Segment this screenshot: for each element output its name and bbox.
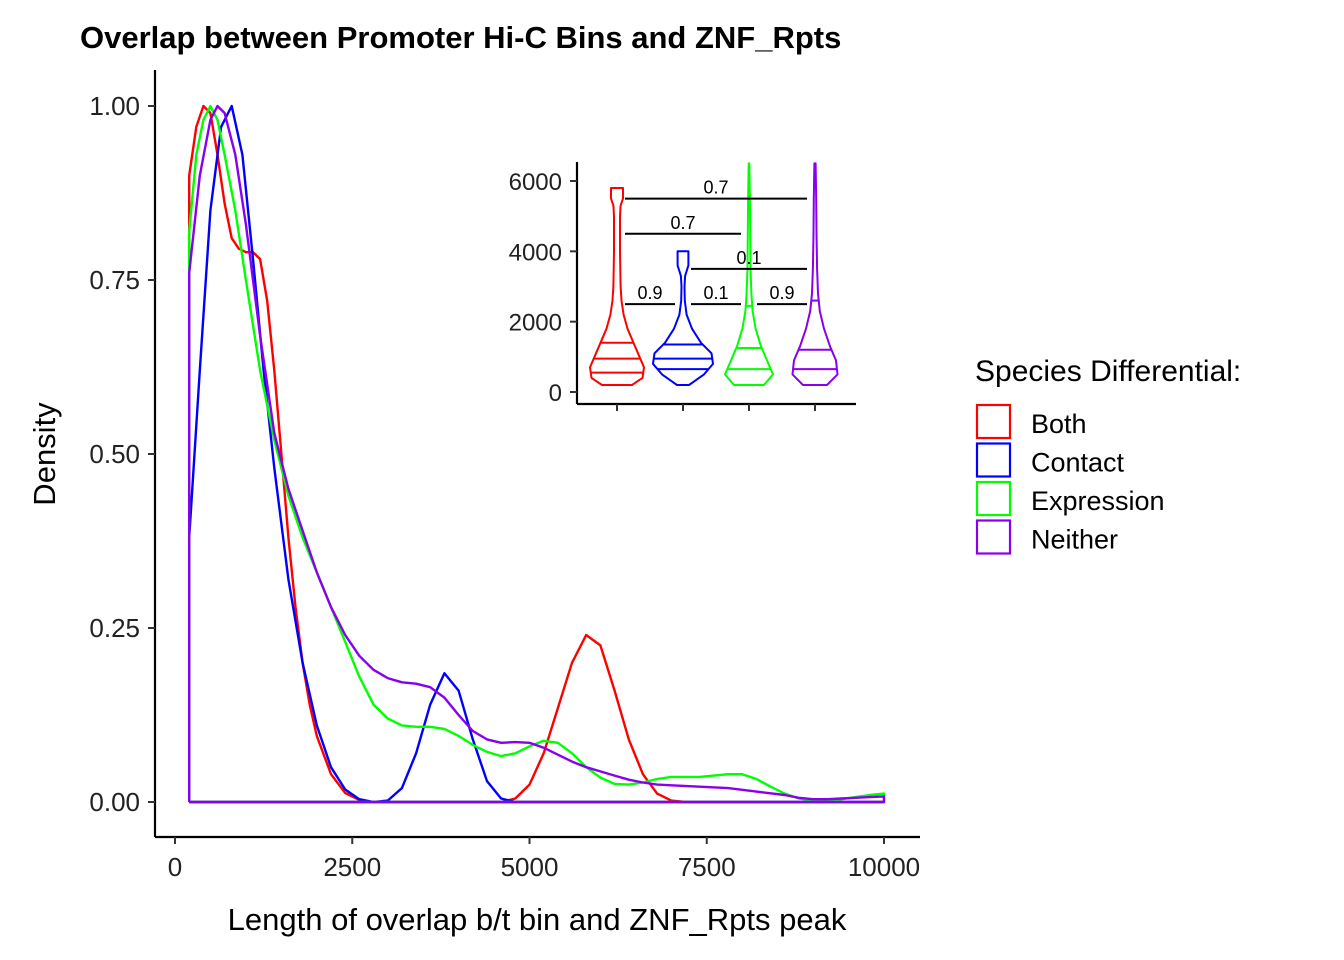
legend-title: Species Differential: (975, 355, 1241, 388)
chart-title: Overlap between Promoter Hi-C Bins and Z… (80, 20, 841, 55)
y-tick-label: 0.50 (89, 439, 140, 469)
x-tick-label: 7500 (678, 852, 736, 882)
density-line-both (188, 104, 886, 804)
inset-y-tick-label: 0 (549, 380, 562, 407)
y-axis-ticks: 0.00 0.25 0.50 0.75 1.00 (89, 91, 155, 817)
density-line-neither (188, 104, 886, 804)
comparison-p-value: 0.7 (703, 178, 728, 198)
legend-key-both (975, 403, 1012, 440)
legend-label-contact: Contact (1031, 448, 1125, 478)
comparison-p-value: 0.9 (769, 283, 794, 303)
y-tick-label: 0.00 (89, 787, 140, 817)
x-tick-label: 5000 (501, 852, 559, 882)
main-plot-area: 0.00 0.25 0.50 0.75 1.00 0 2500 5000 7500 10000 (89, 70, 920, 882)
x-tick-label: 0 (168, 852, 182, 882)
legend-key-contact (975, 442, 1012, 478)
x-axis-ticks: 0 2500 5000 7500 10000 (168, 837, 920, 882)
y-tick-label: 0.25 (89, 613, 140, 643)
inset-y-axis-ticks: 0 2000 4000 6000 (509, 169, 577, 407)
inset-violin-plot: 0.9 0.1 0.9 0.1 0.7 0.7 0 2000 4000 6000 (509, 162, 856, 411)
comparison-p-value: 0.9 (637, 283, 662, 303)
legend-label-both: Both (1031, 409, 1087, 439)
comparison-p-value: 0.7 (670, 213, 695, 233)
violin-group (589, 162, 839, 386)
violin-neither (791, 162, 839, 386)
violin-both (589, 187, 645, 386)
legend-items: Both Contact Expression Neither (975, 403, 1165, 555)
x-axis-title: Length of overlap b/t bin and ZNF_Rpts p… (228, 902, 847, 937)
comparison-p-value: 0.1 (703, 283, 728, 303)
x-tick-label: 10000 (848, 852, 920, 882)
significance-brackets: 0.9 0.1 0.9 0.1 0.7 0.7 (625, 178, 807, 306)
density-line-expression (188, 104, 886, 804)
density-line-contact (188, 104, 886, 804)
y-tick-label: 0.75 (89, 265, 140, 295)
legend: Species Differential: Both Contact Express… (975, 355, 1241, 555)
legend-label-neither: Neither (1031, 525, 1118, 555)
y-tick-label: 1.00 (89, 91, 140, 121)
density-series-group (188, 104, 886, 804)
legend-key-neither (975, 519, 1012, 555)
inset-y-tick-label: 6000 (509, 169, 562, 196)
legend-key-expression (975, 480, 1012, 517)
y-axis-title: Density (27, 402, 62, 506)
x-tick-label: 2500 (323, 852, 381, 882)
violin-expression (724, 162, 774, 386)
comparison-p-value: 0.1 (736, 248, 761, 268)
legend-label-expression: Expression (1031, 486, 1165, 516)
inset-y-tick-label: 2000 (509, 310, 562, 337)
inset-y-tick-label: 4000 (509, 239, 562, 266)
inset-x-axis-ticks (616, 404, 816, 411)
violin-contact (652, 250, 714, 386)
